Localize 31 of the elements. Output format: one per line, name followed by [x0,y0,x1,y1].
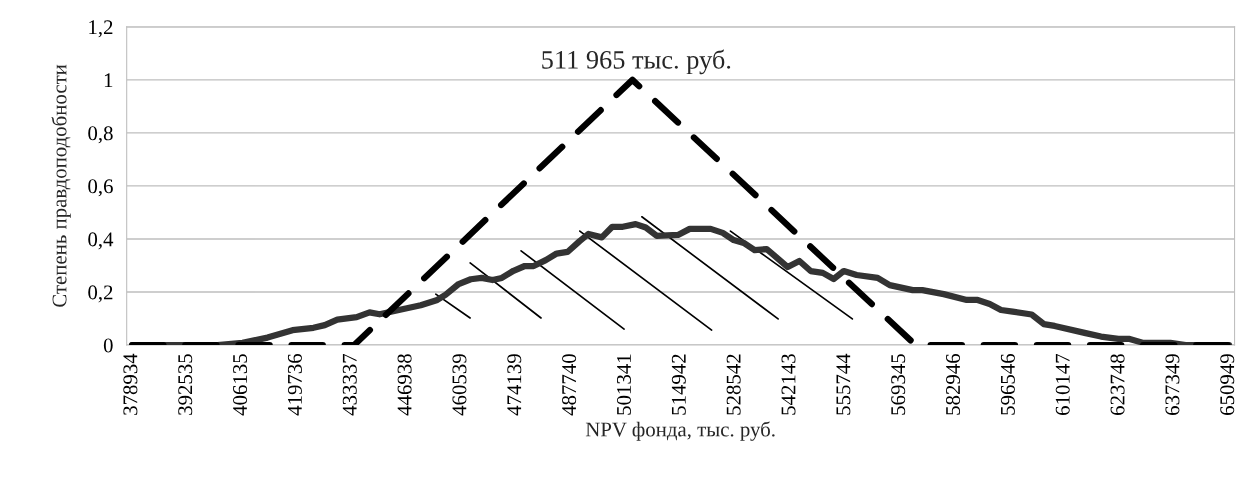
annotation: 511 965 тыс. руб. [542,49,731,75]
y-axis-title: Степень правдоподобности [51,64,71,307]
x-tick-label: 582946 [945,353,961,415]
x-tick-label: 555744 [836,353,851,415]
x-tick-label: 610147 [1055,353,1070,415]
y-tick-label: 0,2 [88,285,113,303]
x-tick-label: 569345 [891,354,906,415]
x-tick-label: 542143 [781,354,796,415]
x-tick-label: 487740 [562,354,577,416]
x-tick-label: 650949 [1220,354,1235,415]
x-tick-label: 637349 [1165,354,1180,415]
x-axis-title: NPV фонда, тыс. руб. [585,421,775,441]
x-tick-label: 528542 [726,354,741,415]
y-tick-label: 1,2 [89,20,113,38]
x-tick-label: 406135 [233,354,248,416]
x-tick-label: 474139 [507,354,522,416]
y-tick-label: 0,6 [88,179,113,197]
y-tick-label: 0 [103,338,113,353]
y-tick-label: 0,8 [88,126,113,144]
x-tick-label: 433337 [342,353,357,416]
x-tick-label: 419736 [287,353,302,416]
x-tick-label: 392535 [178,354,193,415]
x-tick-label: 596546 [1000,353,1015,415]
x-tick-label: 378934 [123,353,138,415]
x-tick-label: 501341 [616,354,631,415]
x-tick-label: 623748 [1110,354,1125,415]
x-tick-label: 460539 [452,354,467,416]
x-tick-label: 446938 [397,354,412,416]
y-tick-label: 0,4 [88,232,114,250]
y-tick-label: 1 [104,73,113,88]
x-tick-label: 514942 [671,354,686,415]
